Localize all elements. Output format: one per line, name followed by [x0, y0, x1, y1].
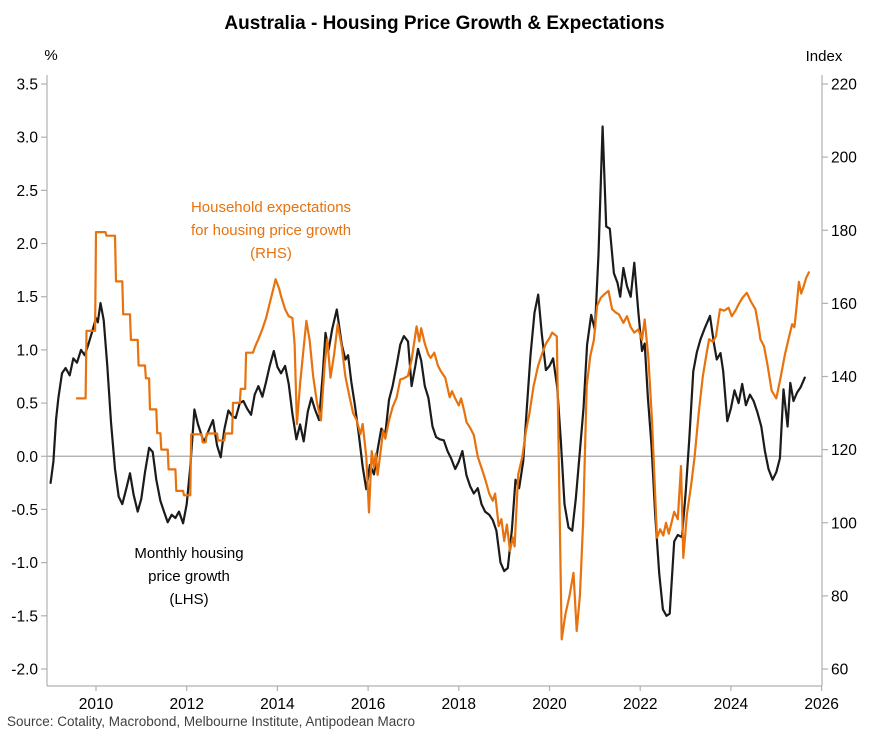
right-axis-tick-label: 120 [831, 442, 857, 459]
left-axis-tick-label: 0.5 [16, 396, 38, 413]
x-axis-tick-label: 2014 [260, 696, 295, 713]
rhs-series-annotation: Household expectations for housing price… [139, 196, 403, 265]
right-axis-tick-label: 220 [831, 77, 857, 94]
left-axis-tick-label: -1.5 [11, 608, 38, 625]
left-axis-tick-label: 2.5 [16, 183, 38, 200]
left-axis-tick-label: 1.5 [16, 289, 38, 306]
left-axis-tick-label: 3.0 [16, 130, 38, 147]
lhs-series-annotation: Monthly housing price growth (LHS) [89, 542, 289, 611]
x-axis-tick-label: 2026 [804, 696, 838, 713]
left-axis-unit-label: % [44, 47, 58, 64]
source-attribution: Source: Cotality, Macrobond, Melbourne I… [7, 714, 415, 729]
x-axis-tick-label: 2012 [169, 696, 203, 713]
right-axis-tick-label: 100 [831, 515, 857, 532]
x-axis-tick-label: 2018 [442, 696, 476, 713]
right-axis-tick-label: 160 [831, 296, 857, 313]
left-axis-tick-label: -0.5 [11, 502, 38, 519]
left-axis-tick-label: 2.0 [16, 236, 38, 253]
lhs-annotation-line-1: Monthly housing [134, 545, 244, 562]
left-axis-tick-label: -1.0 [11, 555, 38, 572]
x-axis-tick-label: 2024 [714, 696, 749, 713]
right-axis-tick-label: 200 [831, 150, 857, 167]
left-axis-tick-label: 1.0 [16, 342, 38, 359]
x-axis-tick-label: 2020 [532, 696, 567, 713]
x-axis-tick-label: 2022 [623, 696, 657, 713]
right-axis-tick-label: 180 [831, 223, 857, 240]
left-axis-tick-label: 3.5 [16, 77, 38, 94]
chart-title: Australia - Housing Price Growth & Expec… [224, 13, 665, 34]
right-axis-tick-label: 60 [831, 662, 849, 679]
x-axis-tick-label: 2016 [351, 696, 385, 713]
right-axis-unit-label: Index [805, 48, 843, 65]
lhs-series-line [49, 125, 806, 617]
right-axis-tick-label: 80 [831, 588, 849, 605]
rhs-annotation-line-1: Household expectations [190, 199, 352, 216]
x-axis-tick-label: 2010 [79, 696, 114, 713]
left-axis-tick-label: 0.0 [16, 449, 38, 466]
lhs-annotation-line-2: price growth [148, 568, 230, 585]
rhs-annotation-line-2: for housing price growth [190, 222, 352, 239]
lhs-annotation-line-3: (LHS) [169, 591, 209, 608]
right-axis-tick-label: 140 [831, 369, 857, 386]
rhs-annotation-line-3: (RHS) [250, 245, 292, 262]
left-axis-tick-label: -2.0 [11, 662, 38, 679]
rhs-series-line [75, 231, 811, 641]
